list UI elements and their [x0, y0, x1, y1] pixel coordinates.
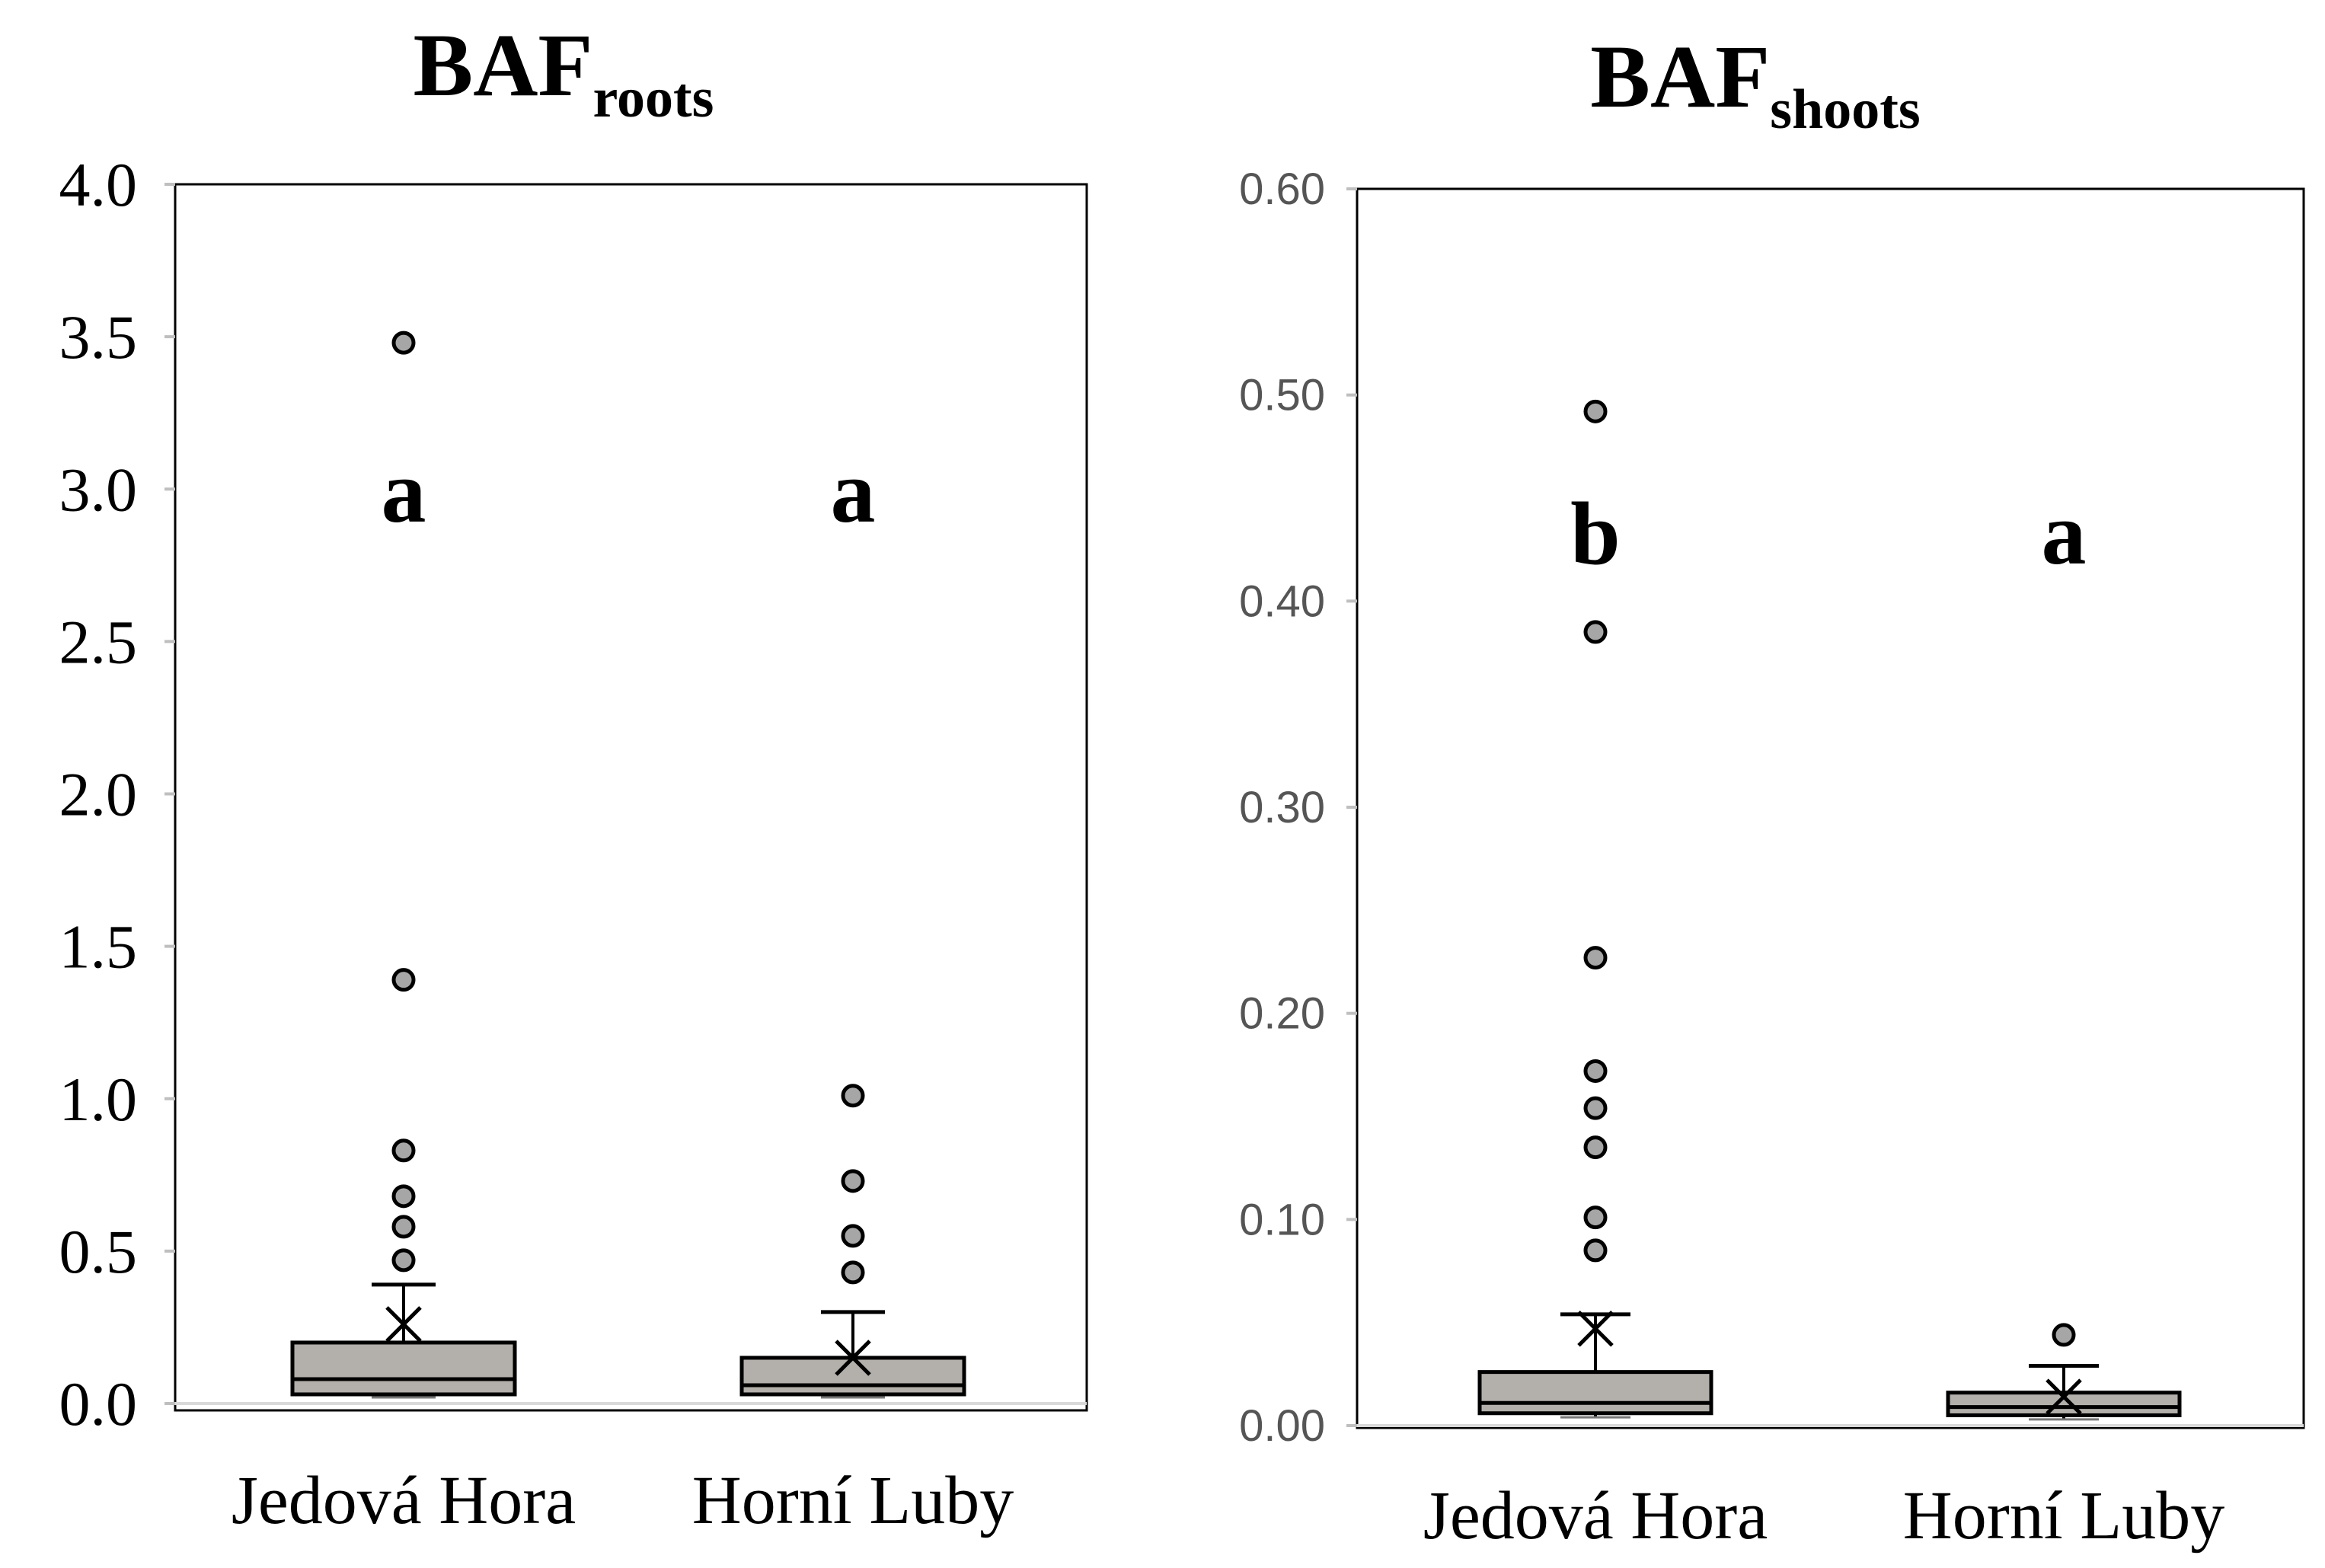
chart-shoots-significance-letter: b — [1570, 484, 1621, 583]
chart-roots: BAFroots 0.0 0.5 1.0 1.5 2.0 2.5 3.0 3.5 4.0 Jedo… — [59, 15, 1088, 1538]
chart-shoots-ytick-label: 0.30 — [1239, 783, 1325, 832]
chart-shoots-ytick-label: 0.40 — [1239, 576, 1325, 626]
chart-roots-ytick-label: 0.5 — [59, 1217, 138, 1286]
chart-shoots-title: BAFshoots — [1590, 27, 1920, 141]
chart-shoots-outlier-point — [1583, 620, 1608, 644]
chart-roots-title: BAFroots — [414, 15, 714, 129]
chart-shoots-outlier-point — [1583, 1135, 1608, 1160]
chart-roots-ytick-label: 0.0 — [59, 1369, 138, 1439]
chart-shoots-mean-marker — [2046, 1378, 2082, 1415]
chart-shoots-box — [1477, 1370, 1713, 1416]
chart-roots-outlier-point — [391, 968, 416, 992]
chart-roots-outlier-point — [391, 1248, 416, 1273]
chart-shoots-outlier-point — [1583, 1206, 1608, 1230]
chart-roots-ytick-label: 2.5 — [59, 607, 138, 676]
chart-shoots-plot-frame — [1356, 187, 2305, 1429]
chart-roots-ytick-label: 1.5 — [59, 912, 138, 982]
chart-roots-outlier-point — [841, 1260, 865, 1285]
chart-shoots-outlier-point — [1583, 1238, 1608, 1263]
chart-shoots-ytick-label: 0.20 — [1239, 989, 1325, 1039]
chart-roots-ytick-label: 2.0 — [59, 760, 138, 829]
chart-roots-mean-marker — [835, 1340, 871, 1376]
chart-roots-category-label: Horní Luby — [692, 1463, 1014, 1538]
chart-shoots: BAFshoots 0.00 0.10 0.20 0.30 0.40 0.50 0.60 Je… — [1239, 27, 2305, 1554]
chart-roots-ytick-label: 4.0 — [59, 150, 138, 219]
chart-shoots-box-group: a — [1946, 484, 2182, 1421]
chart-roots-outlier-point — [391, 1138, 416, 1163]
chart-shoots-ytick-label: 0.60 — [1239, 164, 1325, 214]
chart-shoots-outlier-point — [2052, 1323, 2076, 1347]
chart-roots-category-label: Jedová Hora — [232, 1463, 576, 1538]
chart-shoots-ytick-label: 0.50 — [1239, 371, 1325, 420]
chart-shoots-title-main: BAF — [1590, 27, 1770, 126]
chart-roots-box-group: a — [290, 331, 517, 1399]
chart-shoots-significance-letter: a — [2042, 484, 2087, 583]
chart-roots-box-group: a — [739, 442, 966, 1399]
chart-shoots-outlier-point — [1583, 1059, 1608, 1083]
chart-roots-outlier-point — [841, 1084, 865, 1108]
chart-shoots-outlier-point — [1583, 946, 1608, 970]
chart-roots-outlier-point — [391, 1184, 416, 1209]
chart-roots-outlier-point — [841, 1169, 865, 1193]
chart-roots-ytick-label: 3.5 — [59, 302, 138, 372]
chart-shoots-category-label: Jedová Hora — [1423, 1478, 1768, 1554]
chart-roots-ytick-label: 3.0 — [59, 455, 138, 524]
chart-roots-plot-frame — [174, 183, 1088, 1412]
chart-shoots-box-group: b — [1477, 399, 1713, 1419]
chart-roots-mean-marker — [385, 1306, 422, 1343]
chart-shoots-box — [1946, 1391, 2182, 1417]
chart-shoots-title-subscript: shoots — [1770, 78, 1920, 141]
chart-roots-outlier-point — [841, 1224, 865, 1248]
chart-roots-box — [290, 1340, 517, 1397]
chart-roots-outlier-point — [391, 331, 416, 355]
chart-roots-significance-letter: a — [382, 442, 426, 541]
chart-shoots-mean-marker — [1577, 1311, 1614, 1347]
chart-shoots-outlier-point — [1583, 1096, 1608, 1120]
chart-roots-title-main: BAF — [414, 15, 593, 115]
chart-shoots-category-label: Horní Luby — [1903, 1478, 2224, 1554]
chart-roots-significance-letter: a — [831, 442, 876, 541]
chart-shoots-ytick-label: 0.10 — [1239, 1195, 1325, 1244]
chart-roots-ytick-label: 1.0 — [59, 1065, 138, 1134]
chart-shoots-ytick-label: 0.00 — [1239, 1401, 1325, 1451]
chart-roots-outlier-point — [391, 1215, 416, 1239]
chart-roots-title-subscript: roots — [593, 67, 714, 129]
chart-shoots-outlier-point — [1583, 399, 1608, 423]
chart-roots-box — [739, 1356, 966, 1397]
